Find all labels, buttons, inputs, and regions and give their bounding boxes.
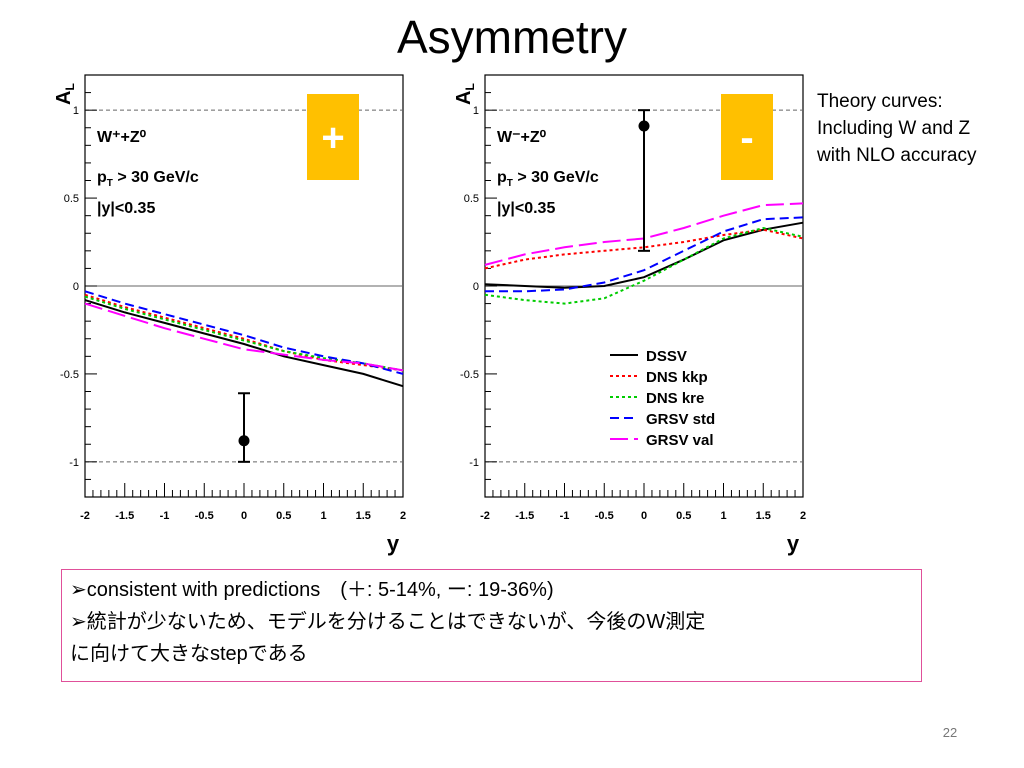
series-line-dns-kre (84, 295, 404, 372)
series-line-dssv (84, 299, 404, 388)
x-tick-label: -1.5 (515, 510, 534, 522)
x-tick-label: 1 (720, 510, 726, 522)
x-tick-label: 0 (641, 510, 647, 522)
legend-label: DNS kre (646, 390, 704, 407)
series-line-dns-kkp (484, 228, 804, 270)
legend-label: DSSV (646, 348, 687, 365)
chart-right: 1 0.5 0 -0.5 -1 -2 -1.5 -1 -0.5 0 0.5 1 1.5 2 AL y W⁻+Z⁰… (440, 65, 810, 567)
annotation-pt-cut: pT > 30 GeV/c (97, 169, 199, 189)
x-tick-label: -1 (160, 510, 170, 522)
summary-box: ➢consistent with predictions (＋: 5-14%, … (61, 569, 922, 682)
series-line-grsv-std (485, 216, 804, 293)
y-tick-label: 1 (73, 105, 79, 117)
summary-line-3: に向けて大きなstepである (70, 643, 308, 665)
annotation-process: W⁺+Z⁰ (97, 129, 147, 146)
legend-label: GRSV std (646, 411, 715, 428)
series-line-dns-kre (484, 226, 804, 305)
y-tick-label: 0 (73, 281, 79, 293)
x-tick-label: -1.5 (115, 510, 134, 522)
x-axis-label: y (787, 531, 800, 556)
x-tick-label: 2 (800, 510, 806, 522)
summary-line-2: ➢統計が少ないため、モデルを分けることはできないが、今後のW測定 (70, 611, 706, 633)
y-tick-label: -0.5 (60, 369, 79, 381)
sign-badge (307, 94, 359, 180)
page-number: 22 (942, 725, 958, 740)
asymmetry-plot-w-minus: 1 0.5 0 -0.5 -1 -2 -1.5 -1 -0.5 0 0.5 1 1.5 2 AL y W⁻+Z⁰… (453, 74, 806, 556)
y-tick-label: 0.5 (464, 193, 479, 205)
x-tick-label: 2 (400, 510, 406, 522)
annotation-rapidity-cut: |y|<0.35 (497, 200, 555, 217)
chart-left: 1 0.5 0 -0.5 -1 -2 -1.5 -1 -0.5 0 0.5 1 1.5 2 AL y W⁺+Z⁰… (40, 65, 410, 567)
y-axis-label: AL (53, 83, 77, 105)
y-tick-label: -1 (469, 457, 479, 469)
data-point (638, 120, 650, 132)
x-tick-label: 1.5 (756, 510, 771, 522)
x-tick-label: 0.5 (276, 510, 291, 522)
x-tick-label: -0.5 (195, 510, 214, 522)
legend-label: GRSV val (646, 432, 714, 449)
theory-note-line: Theory curves: (817, 91, 943, 112)
series-line-dns-kkp (84, 293, 404, 372)
x-tick-label: 0.5 (676, 510, 691, 522)
series-line-grsv-std (84, 290, 404, 375)
y-tick-label: 1 (473, 105, 479, 117)
sign-badge-label: - (740, 116, 753, 160)
y-tick-label: 0.5 (64, 193, 79, 205)
theory-note-line: Including W and Z (817, 118, 971, 139)
annotation-process: W⁻+Z⁰ (497, 129, 547, 146)
asymmetry-plot-w-plus: 1 0.5 0 -0.5 -1 -2 -1.5 -1 -0.5 0 0.5 1 1.5 2 AL y W⁺+Z⁰… (53, 74, 406, 556)
sign-badge (721, 94, 773, 180)
x-tick-label: 1 (320, 510, 326, 522)
annotation-rapidity-cut: |y|<0.35 (97, 200, 155, 217)
x-tick-label: 1.5 (356, 510, 371, 522)
series-line-grsv-val (84, 302, 404, 372)
x-tick-label: -2 (80, 510, 90, 522)
series-line-dssv (484, 221, 804, 289)
x-axis-label: y (387, 531, 400, 556)
x-tick-label: 0 (241, 510, 247, 522)
sign-badge-label: + (321, 116, 344, 160)
theory-note-line: with NLO accuracy (817, 145, 977, 166)
y-tick-label: -0.5 (460, 369, 479, 381)
data-point (238, 435, 250, 447)
slide-title: Asymmetry (397, 11, 627, 63)
summary-line-1: ➢consistent with predictions (＋: 5-14%, … (70, 579, 554, 601)
y-tick-label: 0 (473, 281, 479, 293)
y-axis-label: AL (453, 83, 477, 105)
x-tick-label: -1 (560, 510, 570, 522)
x-tick-label: -0.5 (595, 510, 614, 522)
legend-label: DNS kkp (646, 369, 708, 386)
y-tick-label: -1 (69, 457, 79, 469)
theory-note: Theory curves: Including W and Z with NL… (817, 88, 1022, 169)
annotation-pt-cut: pT > 30 GeV/c (497, 169, 599, 189)
x-tick-label: -2 (480, 510, 490, 522)
